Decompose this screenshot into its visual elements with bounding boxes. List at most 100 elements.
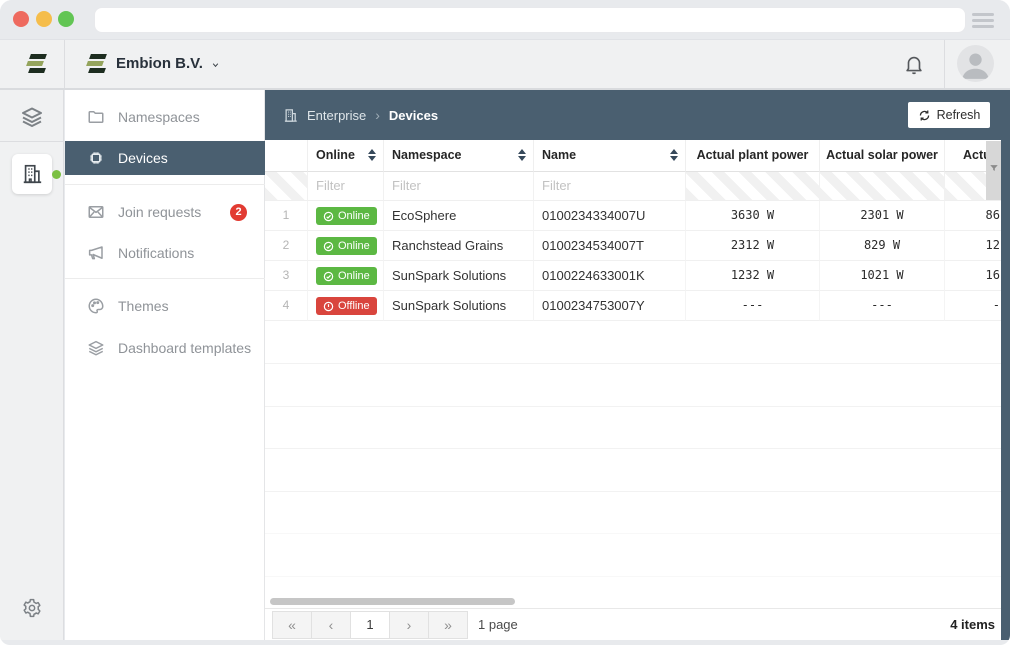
sidebar-item-dashboard-templates[interactable]: Dashboard templates [65,331,265,365]
cell-row-index: 2 [265,231,308,261]
sidebar-divider [65,184,265,185]
table-row[interactable]: 3 Online SunSpark Solutions 0100224633001K 1… [265,261,1001,291]
sort-carets-icon[interactable] [670,149,678,161]
refresh-button-label: Refresh [936,108,981,122]
breadcrumb-separator: › [375,107,380,123]
filter-cell-name [534,172,686,201]
refresh-button[interactable]: Refresh [908,102,990,128]
cell-device-name: 0100234753007Y [534,291,686,321]
sidebar-item-themes[interactable]: Themes [65,289,265,323]
pagination-last-button[interactable]: » [428,611,468,639]
browser-chrome [0,0,1010,40]
cell-row-index: 1 [265,201,308,231]
cell-solar-power: 2301 W [820,201,945,231]
filter-cell-namespace [384,172,534,201]
chip-icon [87,149,105,167]
table-filter-gutter[interactable] [986,141,1001,200]
palette-icon [87,297,105,315]
cell-extra-clipped: - [945,291,1001,321]
header-divider [64,40,65,88]
filter-input-namespace[interactable] [384,172,522,198]
cell-row-index: 3 [265,261,308,291]
pagination-bar: « ‹ 1 › » 1 page 4 items [265,608,1001,640]
sidebar-item-label: Dashboard templates [118,340,252,356]
refresh-icon [918,109,931,122]
table-row[interactable]: 1 Online EcoSphere 0100234334007U 3630 W 2301… [265,201,1001,231]
column-header-label: Actual solar power [826,148,938,162]
layers-icon [87,339,105,357]
check-circle-icon [323,241,334,252]
column-header-label: Actu [963,148,991,162]
rail-divider [0,141,63,142]
sidebar-item-join-requests[interactable]: Join requests 2 [65,195,265,229]
icon-rail [0,90,64,640]
company-dropdown[interactable]: Embion B.V. [116,55,221,72]
empty-row-separator [265,533,1001,534]
main-content: Enterprise › Devices Refresh Online Names… [265,90,1010,640]
cell-row-index: 4 [265,291,308,321]
page-count-label: 1 page [478,617,518,632]
settings-gear-icon[interactable] [22,598,42,618]
sidebar-item-namespaces[interactable]: Namespaces [65,100,265,134]
column-header-name[interactable]: Name [534,140,686,172]
cell-solar-power: 1021 W [820,261,945,291]
pagination-page-button[interactable]: 1 [350,611,390,639]
sidebar: Namespaces Devices Join requests 2 Notif… [65,90,266,640]
envelope-icon [87,203,105,221]
cell-solar-power: --- [820,291,945,321]
building-icon [283,108,298,123]
column-header-label: Name [542,148,577,162]
pagination-next-button[interactable]: › [389,611,429,639]
enterprise-building-icon[interactable] [12,154,52,194]
exclamation-circle-icon [323,301,334,312]
cell-online-status: Online [308,201,384,231]
pagination-prev-button[interactable]: ‹ [311,611,351,639]
breadcrumb: Enterprise › Devices [283,107,438,123]
breadcrumb-enterprise-link[interactable]: Enterprise [307,107,367,123]
zoom-window-button[interactable] [58,11,74,27]
cell-device-name: 0100224633001K [534,261,686,291]
table-row[interactable]: 2 Online Ranchstead Grains 0100234534007T 23… [265,231,1001,261]
cell-online-status: Online [308,261,384,291]
breadcrumb-current-page: Devices [388,107,439,123]
user-avatar[interactable] [957,45,994,82]
cell-device-name: 0100234334007U [534,201,686,231]
cell-plant-power: 2312 W [686,231,820,261]
filter-cell-online [308,172,384,201]
total-items-label: 4 items [950,617,995,632]
status-badge: Online [316,237,377,255]
sort-carets-icon[interactable] [368,149,376,161]
sidebar-item-devices[interactable]: Devices [65,141,266,175]
column-header-plant-power: Actual plant power [686,140,820,172]
status-badge: Offline [316,297,377,315]
table-row[interactable]: 4 Offline SunSpark Solutions 0100234753007Y… [265,291,1001,321]
pagination-first-button[interactable]: « [272,611,312,639]
cell-namespace: Ranchstead Grains [384,231,534,261]
address-bar[interactable] [94,7,966,33]
close-window-button[interactable] [13,11,29,27]
filter-input-name[interactable] [534,172,673,198]
column-header-namespace[interactable]: Namespace [384,140,534,172]
minimize-window-button[interactable] [36,11,52,27]
non-filterable-cell [820,172,945,201]
check-circle-icon [323,211,334,222]
cell-device-name: 0100234534007T [534,231,686,261]
status-badge: Online [316,267,377,285]
horizontal-scrollbar-thumb[interactable] [270,598,515,605]
breadcrumb-bar: Enterprise › Devices Refresh [265,90,1010,140]
notifications-bell-icon[interactable] [903,53,925,77]
filter-input-online[interactable] [308,172,377,198]
cell-plant-power: --- [686,291,820,321]
sort-carets-icon[interactable] [518,149,526,161]
dashboards-layers-icon[interactable] [20,105,44,129]
browser-menu-icon[interactable] [972,13,994,28]
non-filterable-cell [686,172,820,201]
cell-solar-power: 829 W [820,231,945,261]
sidebar-item-notifications[interactable]: Notifications [65,236,265,270]
column-header-online[interactable]: Online [308,140,384,172]
cell-plant-power: 3630 W [686,201,820,231]
cell-extra-clipped: 86 [945,201,1001,231]
sidebar-item-label: Themes [118,298,169,314]
megaphone-icon [87,244,105,262]
sidebar-item-label: Join requests [118,204,202,220]
